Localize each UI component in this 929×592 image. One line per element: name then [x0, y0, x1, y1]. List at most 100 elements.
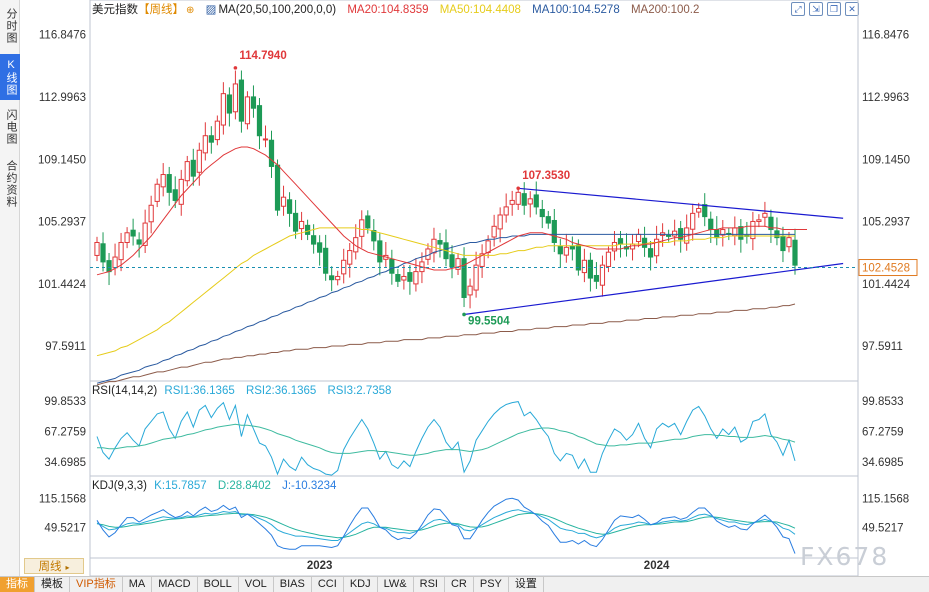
settings-icon[interactable]: ⊕ — [186, 5, 195, 16]
main-legend: 美元指数【周线】 ⊕ ▨ MA(20,50,100,200,0,0) MA20:10… — [92, 2, 707, 18]
price-right-tick-label: 112.9963 — [862, 92, 909, 104]
toolbar-button[interactable]: CR — [445, 577, 474, 592]
last-price-tag — [858, 259, 918, 277]
rsi-legend: RSI(14,14,2) RSI1:36.1365 RSI2:36.1365 R… — [92, 383, 399, 399]
candle-body — [305, 224, 311, 235]
toolbar-button[interactable]: BOLL — [198, 577, 239, 592]
window-controls: ⤢ ⇲ ❐ ✕ — [791, 2, 859, 16]
candle-body — [780, 235, 786, 252]
toolbar-button[interactable]: MACD — [152, 577, 198, 592]
x-tick-label: 2023 — [307, 560, 333, 572]
tab-contract-info[interactable]: 合约资料 — [5, 160, 17, 208]
candle-body — [154, 183, 160, 202]
candle-body — [473, 264, 479, 291]
annotation-marker — [462, 312, 466, 317]
candle-body — [491, 225, 497, 238]
toolbar-button[interactable]: RSI — [414, 577, 445, 592]
shrink-icon[interactable]: ⇲ — [809, 2, 823, 16]
indicator-icon[interactable]: ▨ — [205, 4, 217, 16]
annotation-marker — [516, 186, 521, 191]
candle-body — [232, 83, 239, 113]
toolbar-button[interactable]: VOL — [239, 577, 274, 592]
candle-body — [112, 256, 118, 269]
price-left-tick-label: 116.8476 — [39, 30, 86, 42]
candle-body — [461, 258, 467, 298]
toolbar-button[interactable]: CCI — [312, 577, 344, 592]
candle-body — [190, 159, 196, 177]
candle-body — [792, 239, 798, 266]
candle-body — [635, 233, 642, 243]
candle-body — [238, 79, 245, 122]
candle-body — [250, 96, 257, 109]
restore-icon[interactable]: ❐ — [827, 2, 841, 16]
ma50-value: MA50:104.4408 — [439, 4, 521, 16]
candle-body — [365, 215, 371, 229]
toolbar-button[interactable]: 模板 — [35, 577, 70, 592]
candle-body — [166, 174, 172, 193]
period-tag[interactable]: 【周线】 — [138, 4, 184, 16]
toolbar-button[interactable]: PSY — [474, 577, 509, 592]
annotation-marker — [233, 66, 238, 70]
candle-body — [527, 198, 533, 205]
candle-body — [160, 174, 166, 188]
toolbar-button[interactable]: VIP指标 — [70, 577, 123, 592]
candle-body — [617, 238, 624, 245]
rsi-left-tick-label: 34.6985 — [44, 457, 86, 469]
candle-body — [94, 241, 100, 256]
kdj-legend: KDJ(9,3,3) K:15.7857 D:28.8402 J:-10.323… — [92, 478, 344, 494]
period-selector[interactable]: 周线 — [24, 558, 84, 574]
candle-body — [323, 247, 329, 274]
candle-body — [106, 260, 112, 273]
candle-body — [431, 238, 437, 254]
candle-body — [515, 191, 521, 205]
rsi-right-tick-label: 67.2759 — [862, 427, 904, 439]
price-right-tick-label: 97.5911 — [862, 341, 903, 353]
candle-body — [347, 250, 353, 265]
candle-body — [551, 219, 557, 243]
candle-body — [401, 275, 407, 281]
candle-body — [371, 230, 377, 242]
candle-body — [545, 216, 551, 224]
trendline — [463, 262, 844, 316]
candle-body — [335, 275, 341, 281]
price-left-tick-label: 112.9963 — [39, 92, 86, 104]
ma100-line — [96, 233, 795, 384]
candle-body — [226, 94, 232, 114]
ma20-value: MA20:104.8359 — [347, 4, 429, 16]
candle-body — [756, 219, 762, 222]
candles-group — [94, 70, 798, 309]
tab-kline[interactable]: K线图 — [0, 54, 20, 100]
tab-flash[interactable]: 闪电图 — [5, 109, 17, 145]
chart-canvas[interactable]: 116.8476 116.8476 112.9963 112.9963 109.1450… — [0, 0, 929, 576]
candle-body — [274, 164, 281, 211]
toolbar-button[interactable]: LW& — [378, 577, 414, 592]
candle-body — [124, 232, 130, 243]
candle-body — [268, 139, 275, 167]
price-left-tick-label: 105.2937 — [38, 217, 86, 229]
expand-icon[interactable]: ⤢ — [791, 2, 805, 16]
candle-body — [413, 271, 419, 285]
price-left-tick-label: 109.1450 — [38, 154, 86, 166]
rsi3-line — [97, 423, 796, 456]
candle-body — [220, 93, 226, 126]
tab-time-share[interactable]: 分时图 — [5, 8, 17, 44]
toolbar-button[interactable]: 指标 — [0, 577, 35, 592]
candle-body — [750, 220, 756, 240]
candle-body — [672, 230, 678, 237]
candle-body — [172, 189, 178, 201]
toolbar-button[interactable]: KDJ — [344, 577, 378, 592]
toolbar-button[interactable]: 设置 — [509, 577, 544, 592]
candle-body — [611, 241, 618, 252]
candle-body — [329, 275, 335, 281]
candle-body — [437, 240, 443, 245]
toolbar-button[interactable]: MA — [123, 577, 153, 592]
toolbar-button[interactable]: BIAS — [274, 577, 312, 592]
candle-body — [395, 274, 401, 282]
kdj-right-tick-label: 49.5217 — [862, 523, 904, 535]
candle-body — [569, 245, 575, 250]
ma-params: MA(20,50,100,200,0,0) — [218, 4, 337, 16]
candle-body — [641, 237, 648, 248]
candle-body — [690, 212, 696, 230]
candle-body — [768, 216, 774, 231]
kdj-left-tick-label: 115.1568 — [39, 494, 86, 506]
